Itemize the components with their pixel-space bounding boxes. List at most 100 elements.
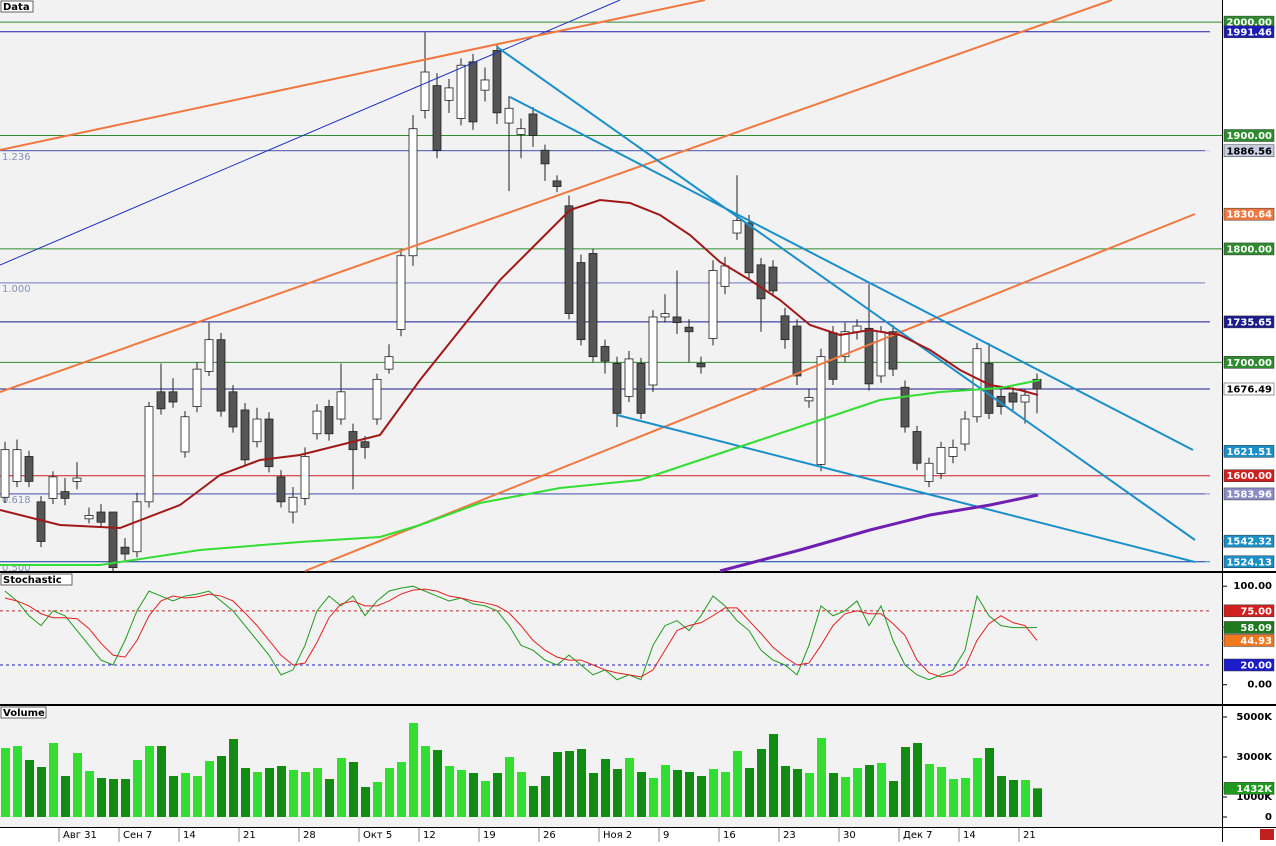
volume-bar — [409, 723, 418, 817]
candle-body — [456, 64, 466, 119]
volume-bar — [565, 751, 574, 817]
axis-label: 20.00 — [1240, 660, 1272, 671]
candle-body — [612, 363, 622, 414]
price-pane — [0, 0, 1222, 571]
candle-body — [840, 331, 850, 358]
volume-bar — [469, 773, 478, 817]
volume-bar — [25, 760, 34, 817]
volume-bar — [457, 770, 466, 817]
x-tick-label: Авг 31 — [63, 830, 97, 841]
candle-body — [672, 316, 682, 324]
volume-bar — [277, 766, 286, 817]
volume-bar — [709, 769, 718, 817]
candle-body — [816, 356, 826, 465]
volume-bar — [997, 776, 1006, 817]
stochastic-pane — [0, 573, 1222, 704]
axis-label-box — [1223, 782, 1275, 795]
volume-bar — [769, 734, 778, 817]
volume-bar — [781, 766, 790, 817]
volume-bar — [121, 779, 130, 817]
candle-body — [108, 511, 118, 568]
y-tick-label: 3000K — [1236, 752, 1273, 763]
volume-bar — [73, 753, 82, 817]
axis-label-box — [1223, 129, 1275, 142]
candle-body — [60, 491, 70, 499]
candle-body — [948, 446, 958, 457]
candle-body — [228, 391, 238, 428]
volume-bar — [373, 782, 382, 817]
candle-body — [660, 313, 670, 318]
candle-body — [480, 79, 490, 91]
volume-bar — [865, 765, 874, 817]
axis-label: 1583.96 — [1226, 489, 1272, 500]
volume-bar — [745, 768, 754, 817]
volume-bar — [481, 781, 490, 817]
candle-body — [504, 107, 514, 124]
volume-bar — [13, 746, 22, 817]
volume-bar — [793, 769, 802, 817]
fib-label: 0.618 — [2, 495, 31, 506]
candle-body — [888, 331, 898, 370]
candle-body — [468, 61, 478, 123]
volume-bar — [1, 748, 10, 817]
x-tick-label: 23 — [783, 830, 796, 841]
axis-label-box — [1223, 242, 1275, 256]
volume-bar — [517, 772, 526, 817]
axis-label: 1886.56 — [1226, 146, 1272, 157]
volume-bar — [289, 770, 298, 817]
candle-body — [600, 346, 610, 362]
volume-bar — [229, 739, 238, 817]
x-tick-label: 14 — [963, 830, 976, 841]
axis-label: 1524.13 — [1226, 557, 1272, 568]
axis-label: 1700.00 — [1226, 358, 1272, 369]
candle-body — [84, 515, 94, 520]
volume-bar — [685, 772, 694, 817]
volume-bar — [1009, 780, 1018, 817]
axis-label: 1991.46 — [1226, 27, 1272, 38]
volume-bar — [217, 756, 226, 817]
volume-bar — [301, 772, 310, 817]
x-tick-label: 21 — [243, 830, 256, 841]
volume-bar — [949, 779, 958, 817]
axis-label-box — [1223, 356, 1275, 369]
candle-body — [324, 406, 334, 435]
volume-bar — [613, 769, 622, 817]
axis-label-box — [1223, 25, 1275, 39]
x-tick-label: Ноя 2 — [603, 830, 632, 841]
volume-bar — [757, 749, 766, 817]
candle-body — [252, 418, 262, 443]
x-tick-label: 28 — [303, 830, 316, 841]
volume-bar — [361, 787, 370, 817]
candle-body — [864, 327, 874, 385]
axis-label-box — [1223, 534, 1275, 548]
volume-bar — [505, 757, 514, 817]
candle-body — [12, 449, 22, 482]
volume-bar — [817, 738, 826, 817]
stochastic-line — [4, 585, 1038, 681]
candle-body — [540, 149, 550, 165]
trend-line — [0, 0, 706, 151]
trend-line — [616, 414, 1196, 563]
candle-body — [48, 476, 58, 499]
candle-body — [204, 339, 214, 372]
volume-bar — [85, 771, 94, 817]
candle-body — [528, 113, 538, 136]
volume-bar — [337, 758, 346, 817]
volume-bar — [61, 776, 70, 817]
volume-bar — [937, 767, 946, 817]
axis-label-box — [1223, 382, 1275, 396]
trend-line — [0, 0, 1113, 393]
candle-body — [444, 87, 454, 101]
candle-body — [360, 441, 370, 448]
volume-bar — [961, 778, 970, 817]
corner-button[interactable] — [1260, 829, 1274, 840]
candle-body — [396, 255, 406, 330]
volume-bar — [649, 778, 658, 817]
volume-bar — [169, 776, 178, 817]
volume-bar — [985, 748, 994, 817]
candle-body — [732, 220, 742, 234]
candle-body — [216, 339, 226, 412]
volume-bar — [445, 766, 454, 817]
